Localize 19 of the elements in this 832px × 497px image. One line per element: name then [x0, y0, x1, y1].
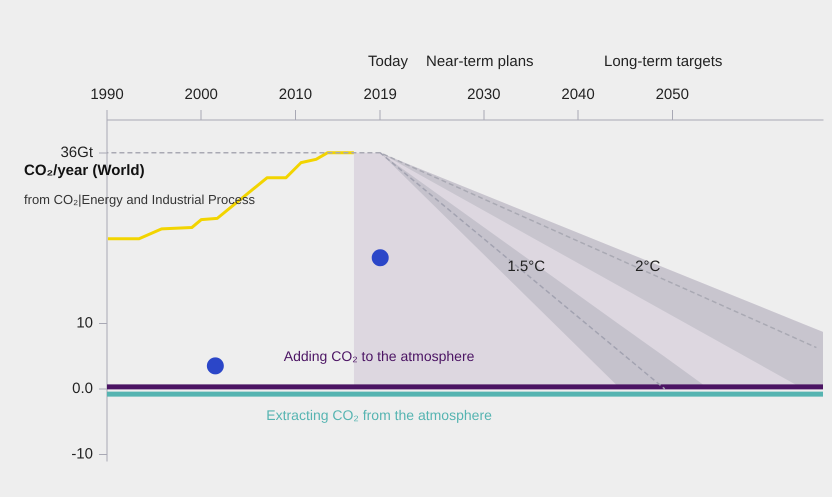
x-tick-label: 2000 [184, 86, 218, 104]
y-tick-label: -10 [71, 446, 93, 463]
text: Today [368, 53, 409, 70]
y-tick-label: 0.0 [72, 380, 93, 398]
text: CO₂/year (World) [24, 162, 145, 179]
text: Near-term plans [426, 53, 534, 70]
series-label: Extracting CO₂ from the atmosphere [266, 406, 492, 423]
x-tick-label: 2010 [278, 86, 312, 104]
x-tick-label: 2050 [656, 86, 689, 104]
y-tick-label: 10 [76, 314, 93, 332]
x-tick-label: 2040 [561, 86, 595, 104]
annotation: 1.5°C [507, 258, 546, 276]
annotation: 2°C [635, 258, 661, 276]
x-tick-label: 2019 [364, 86, 397, 104]
text: Long-term targets [604, 53, 722, 70]
series-label: Adding CO₂ to the atmosphere [284, 348, 475, 364]
y-tick-label: 36Gt [60, 144, 94, 161]
x-tick-label: 1990 [90, 86, 124, 104]
x-tick-label: 2030 [467, 86, 501, 104]
